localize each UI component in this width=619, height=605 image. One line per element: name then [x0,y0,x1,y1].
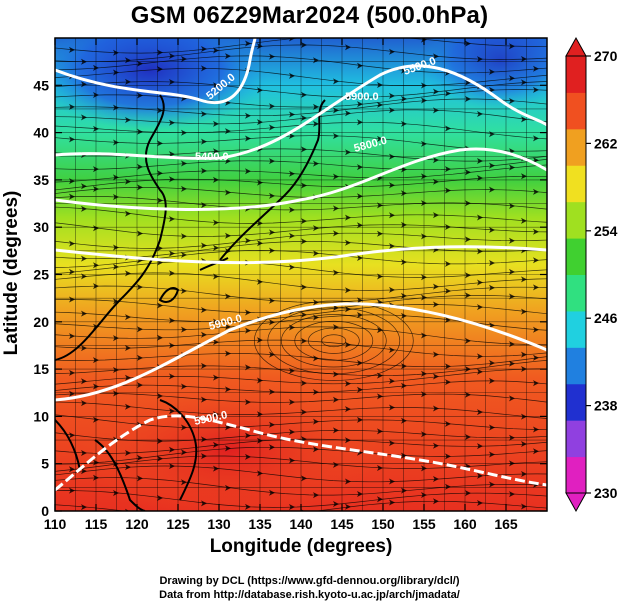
x-tick-label: 130 [207,516,231,532]
y-tick-label: 30 [33,219,49,235]
y-axis-label: Latitude (degrees) [1,190,22,356]
colorbar-segment [566,201,586,239]
x-tick-label: 150 [371,516,395,532]
colorbar-segment [566,165,586,203]
x-tick-label: 145 [330,516,354,532]
y-axis-ticks: 0 5 10 15 20 25 30 35 40 45 [33,77,547,519]
colorbar-tick-label: 262 [594,135,618,151]
contour-label: 5900.0 [345,91,379,103]
colorbar-tick-label: 246 [594,310,618,326]
grid-lines [55,38,547,511]
colorbar-segment [566,128,586,166]
y-tick-label: 5 [41,456,49,472]
x-axis-label: Longitude (degrees) [209,536,393,557]
colorbar-min-arrow [565,492,587,513]
colorbar-tick-label: 270 [594,48,618,64]
colorbar-tick-label: 238 [594,398,618,414]
y-tick-label: 0 [41,503,49,519]
map-area: 5200.05400.05500.05800.05900.05900.05900… [55,38,547,511]
y-tick-label: 40 [33,125,49,141]
colorbar: 230 238 246 254 262 270 [565,36,618,513]
colorbar-segment [566,56,586,93]
coastlines [55,94,326,511]
x-tick-label: 135 [248,516,272,532]
y-tick-label: 20 [33,314,49,330]
x-tick-label: 125 [166,516,190,532]
colorbar-segment [566,347,586,385]
y-tick-label: 35 [33,172,49,188]
colorbar-segment [566,238,586,275]
colorbar-segment [566,383,586,421]
x-tick-label: 165 [494,516,518,532]
x-tick-label: 120 [125,516,149,532]
x-tick-label: 155 [412,516,436,532]
cold-core-east [420,38,547,110]
colorbar-segment [566,92,586,130]
colorbar-segment [566,274,586,312]
y-tick-label: 10 [33,408,49,424]
x-tick-label: 110 [44,516,67,532]
colorbar-segment [566,456,586,494]
colorbar-tick-label: 230 [594,485,618,501]
x-axis-ticks: 110 115 120 125 130 135 140 145 150 155 160 165 [44,38,518,532]
contour-label: 5400.0 [195,151,229,163]
drawing-credit: Drawing by DCL (https://www.gfd-dennou.o… [159,575,460,587]
height-contours [55,38,547,492]
x-tick-label: 140 [289,516,313,532]
colorbar-tick-label: 254 [594,223,618,239]
x-tick-label: 115 [85,516,108,532]
y-tick-label: 15 [33,361,49,377]
data-credit: Data from http://database.rish.kyoto-u.a… [159,589,460,601]
y-tick-label: 25 [33,267,49,283]
y-tick-label: 45 [33,77,49,93]
x-tick-label: 160 [453,516,477,532]
colorbar-max-arrow [565,36,587,57]
colorbar-segment [566,310,586,348]
colorbar-segment [566,420,586,458]
page-title: GSM 06Z29Mar2024 (500.0hPa) [130,2,489,29]
